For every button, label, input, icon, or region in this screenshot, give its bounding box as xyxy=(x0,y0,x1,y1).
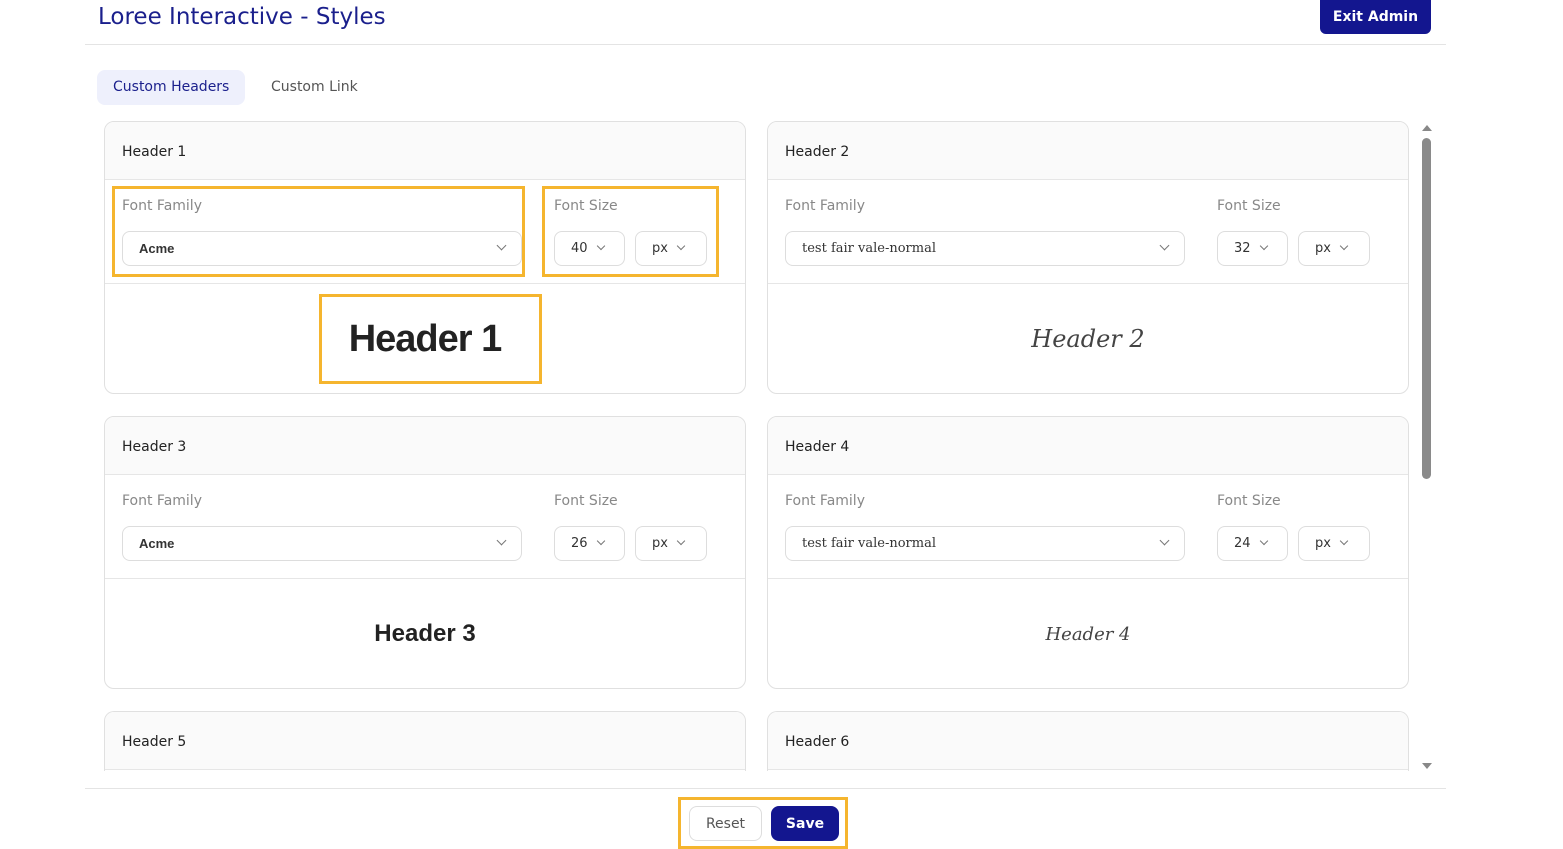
font-family-select[interactable]: Acme xyxy=(122,231,522,266)
select-value: test fair vale-normal xyxy=(802,241,936,256)
chevron-down-icon xyxy=(676,241,686,251)
header-card-2: Header 2 Font Family Font Size test fair… xyxy=(767,121,1409,394)
select-value: 32 xyxy=(1234,241,1251,256)
header-card-3: Header 3 Font Family Font Size Acme 26 p… xyxy=(104,416,746,689)
select-value: 26 xyxy=(571,536,588,551)
header-card-5: Header 5 xyxy=(104,711,746,771)
select-value: px xyxy=(652,536,668,551)
font-family-label: Font Family xyxy=(785,198,865,214)
scrollbar[interactable] xyxy=(1420,121,1434,771)
card-title: Header 2 xyxy=(768,122,1408,180)
select-value: test fair vale-normal xyxy=(802,536,936,551)
select-value: px xyxy=(1315,536,1331,551)
chevron-down-icon xyxy=(596,241,606,251)
unit-select[interactable]: px xyxy=(1298,231,1370,266)
font-size-select[interactable]: 24 xyxy=(1217,526,1288,561)
header-preview: Header 3 xyxy=(374,620,476,647)
chevron-down-icon xyxy=(1159,535,1170,546)
font-size-label: Font Size xyxy=(1217,198,1281,214)
scroll-up-icon[interactable] xyxy=(1422,125,1432,131)
save-button[interactable]: Save xyxy=(771,806,839,841)
scrollbar-thumb[interactable] xyxy=(1422,138,1431,479)
font-family-label: Font Family xyxy=(122,493,202,509)
tab-custom-headers[interactable]: Custom Headers xyxy=(97,70,246,105)
card-title: Header 3 xyxy=(105,417,745,475)
font-size-select[interactable]: 32 xyxy=(1217,231,1288,266)
divider xyxy=(85,788,1446,789)
chevron-down-icon xyxy=(1339,536,1349,546)
exit-admin-button[interactable]: Exit Admin xyxy=(1320,0,1431,34)
header-preview: Header 1 xyxy=(348,317,503,360)
select-value: 40 xyxy=(571,241,588,256)
divider xyxy=(85,44,1446,45)
select-value: 24 xyxy=(1234,536,1251,551)
tab-custom-link[interactable]: Custom Link xyxy=(271,79,358,95)
chevron-down-icon xyxy=(676,536,686,546)
chevron-down-icon xyxy=(1159,240,1170,251)
font-family-label: Font Family xyxy=(122,198,202,214)
header-card-1: Header 1 Font Family Font Size Acme 40 p… xyxy=(104,121,746,394)
reset-button[interactable]: Reset xyxy=(689,806,762,841)
header-preview: Header 2 xyxy=(1031,325,1145,353)
page-title: Loree Interactive - Styles xyxy=(98,4,386,30)
font-size-label: Font Size xyxy=(554,493,618,509)
select-value: Acme xyxy=(139,536,175,551)
chevron-down-icon xyxy=(1259,536,1269,546)
chevron-down-icon xyxy=(1339,241,1349,251)
font-size-select[interactable]: 40 xyxy=(554,231,625,266)
header-card-4: Header 4 Font Family Font Size test fair… xyxy=(767,416,1409,689)
select-value: Acme xyxy=(139,241,175,256)
chevron-down-icon xyxy=(1259,241,1269,251)
header-preview: Header 4 xyxy=(1045,623,1131,645)
select-value: px xyxy=(1315,241,1331,256)
card-title: Header 6 xyxy=(768,712,1408,770)
font-size-label: Font Size xyxy=(1217,493,1281,509)
font-size-select[interactable]: 26 xyxy=(554,526,625,561)
unit-select[interactable]: px xyxy=(635,231,707,266)
font-family-label: Font Family xyxy=(785,493,865,509)
font-family-select[interactable]: Acme xyxy=(122,526,522,561)
header-card-6: Header 6 xyxy=(767,711,1409,771)
unit-select[interactable]: px xyxy=(635,526,707,561)
font-family-select[interactable]: test fair vale-normal xyxy=(785,231,1185,266)
unit-select[interactable]: px xyxy=(1298,526,1370,561)
card-title: Header 5 xyxy=(105,712,745,770)
chevron-down-icon xyxy=(496,240,507,251)
scroll-down-icon[interactable] xyxy=(1422,763,1432,769)
card-title: Header 1 xyxy=(105,122,745,180)
font-family-select[interactable]: test fair vale-normal xyxy=(785,526,1185,561)
chevron-down-icon xyxy=(596,536,606,546)
select-value: px xyxy=(652,241,668,256)
chevron-down-icon xyxy=(496,535,507,546)
card-title: Header 4 xyxy=(768,417,1408,475)
font-size-label: Font Size xyxy=(554,198,618,214)
